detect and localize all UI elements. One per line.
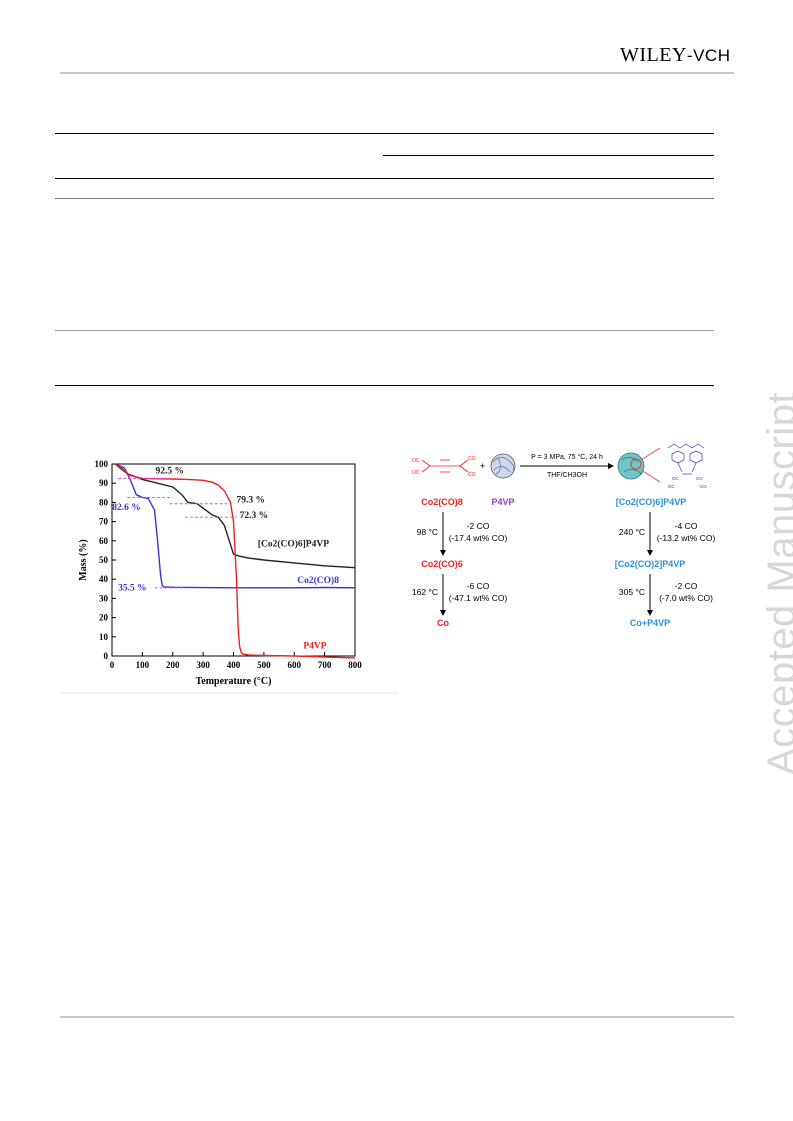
- tga-chart: 0 100 200 300 400 500 600 700 800 0 10 20 30 40 50 60 70…: [60, 448, 400, 694]
- x-axis-label: Temperature (°C): [196, 676, 272, 687]
- publisher-suffix: -VCH: [686, 46, 731, 65]
- right-step2-wt: (-7.0 wt% CO): [659, 593, 713, 603]
- y-axis-label: Mass (%): [78, 539, 89, 580]
- left-step1-loss: -2 CO: [467, 521, 490, 531]
- table-rule: [55, 198, 714, 199]
- y-tick-label: 30: [99, 593, 109, 603]
- polymer-label: P4VP: [491, 497, 514, 507]
- y-tick-label: 50: [99, 555, 109, 565]
- p4vp-particle-icon: [490, 453, 516, 479]
- x-tick-label: 0: [110, 660, 115, 670]
- x-tick-label: 400: [227, 660, 241, 670]
- left-start-label: Co2(CO)8: [421, 497, 463, 507]
- y-tick-label: 60: [99, 536, 109, 546]
- series-line: [114, 463, 356, 569]
- y-tick-label: 70: [99, 517, 109, 527]
- x-tick-label: 600: [288, 660, 302, 670]
- right-step1-temp: 240 °C: [619, 527, 645, 537]
- x-tick-label: 700: [318, 660, 332, 670]
- svg-text:CO: CO: [696, 476, 703, 481]
- y-tick-label: 0: [104, 651, 109, 661]
- y-tick-label: 90: [99, 478, 109, 488]
- table-rule: [383, 155, 714, 156]
- right-step2-loss: -2 CO: [675, 581, 698, 591]
- svg-text:CO: CO: [468, 472, 476, 478]
- svg-text:OC: OC: [672, 476, 680, 481]
- header-rule: [60, 72, 734, 74]
- complex-structure-icon: OC CO OC CO: [667, 443, 707, 489]
- footer-rule: [60, 1016, 734, 1018]
- table-rule: [55, 385, 714, 386]
- right-intermediate-label: [Co2(CO)2]P4VP: [615, 559, 686, 569]
- right-step1-wt: (-13.2 wt% CO): [657, 533, 716, 543]
- right-step1-loss: -4 CO: [675, 521, 698, 531]
- series-line: [114, 463, 356, 589]
- left-step2-temp: 162 °C: [412, 587, 438, 597]
- x-tick-label: 800: [348, 660, 362, 670]
- svg-text:OC: OC: [412, 458, 420, 464]
- right-start-label: [Co2(CO)6]P4VP: [616, 497, 687, 507]
- y-tick-label: 80: [99, 497, 109, 507]
- svg-text:CO: CO: [468, 456, 476, 462]
- conditions-bottom: THF/CH3OH: [547, 472, 587, 479]
- conditions-top: P = 3 MPa, 75 °C, 24 h: [531, 453, 603, 461]
- left-step2-wt: (-47.1 wt% CO): [449, 593, 508, 603]
- series-line: [114, 463, 356, 659]
- y-tick-label: 40: [99, 574, 109, 584]
- series-label-p4vp: P4VP: [303, 641, 326, 651]
- series-label-co2co8: Co2(CO)8: [297, 575, 339, 586]
- x-tick-label: 300: [196, 660, 210, 670]
- annotation-82-6: 82.6 %: [112, 503, 140, 513]
- table-rule: [55, 133, 714, 134]
- svg-text:OC: OC: [668, 484, 676, 489]
- table-rule: [55, 178, 714, 179]
- x-tick-label: 500: [257, 660, 271, 670]
- chart-annotations: 92.5 % 82.6 % 79.3 % 72.3 % 35.5 % [Co2(CO)6]…: [112, 467, 339, 652]
- chart-series: [114, 463, 356, 659]
- publisher-logo: WILEY-VCH: [620, 44, 730, 67]
- svg-text:OC: OC: [412, 470, 420, 476]
- left-intermediate-label: Co2(CO)6: [421, 559, 463, 569]
- y-tick-label: 10: [99, 632, 109, 642]
- chart-axes: 0 100 200 300 400 500 600 700 800 0 10 20 30 40 50 60 70…: [78, 459, 362, 687]
- right-end-label: Co+P4VP: [630, 618, 670, 628]
- right-step2-temp: 305 °C: [619, 587, 645, 597]
- annotation-79-3: 79.3 %: [237, 495, 266, 505]
- svg-text:+: +: [480, 461, 485, 471]
- series-label-complex: [Co2(CO)6]P4VP: [258, 539, 329, 550]
- annotation-92-5: 92.5 %: [155, 467, 184, 477]
- y-tick-label: 20: [99, 613, 109, 623]
- co2co8-structure-icon: OC OC CO CO: [412, 456, 476, 478]
- left-step2-loss: -6 CO: [467, 581, 490, 591]
- y-tick-label: 100: [95, 459, 109, 469]
- x-tick-label: 200: [166, 660, 180, 670]
- product-particle-icon: [617, 447, 661, 483]
- annotation-72-3: 72.3 %: [240, 511, 269, 521]
- annotation-35-5: 35.5 %: [118, 584, 147, 594]
- table-rule: [55, 330, 714, 331]
- left-step1-wt: (-17.4 wt% CO): [449, 533, 508, 543]
- reaction-scheme: OC OC CO CO + P = 3 MPa, 75 °C, 24 h THF…: [412, 443, 716, 628]
- left-step1-temp: 98 °C: [417, 527, 438, 537]
- svg-text:CO: CO: [700, 484, 707, 489]
- accepted-manuscript-watermark: Accepted Manuscript: [760, 391, 793, 775]
- x-tick-label: 100: [136, 660, 150, 670]
- left-end-label: Co: [437, 618, 449, 628]
- publisher-main: WILEY: [620, 44, 687, 66]
